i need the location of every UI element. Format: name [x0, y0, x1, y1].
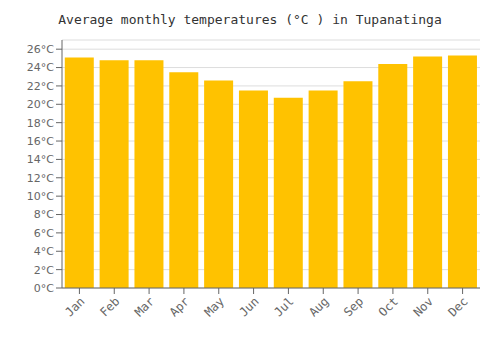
svg-text:0°C: 0°C: [34, 282, 54, 295]
svg-text:26°C: 26°C: [27, 43, 54, 56]
svg-text:22°C: 22°C: [27, 80, 54, 93]
svg-text:Jul: Jul: [271, 294, 296, 319]
svg-text:16°C: 16°C: [27, 135, 54, 148]
svg-text:May: May: [202, 294, 227, 319]
svg-text:20°C: 20°C: [27, 98, 54, 111]
svg-text:Nov: Nov: [411, 294, 436, 319]
svg-text:2°C: 2°C: [34, 264, 54, 277]
svg-text:24°C: 24°C: [27, 61, 54, 74]
svg-text:10°C: 10°C: [27, 190, 54, 203]
html-text:Average monthly temperatures (: Average monthly temperatures (°C ) in Tu…: [58, 12, 442, 27]
svg-text:18°C: 18°C: [27, 117, 54, 130]
svg-text:Feb: Feb: [97, 294, 122, 319]
svg-text:Sep: Sep: [341, 294, 366, 319]
svg-text:Mar: Mar: [132, 294, 157, 319]
svg-text:Jan: Jan: [62, 294, 87, 319]
svg-text:Aug: Aug: [306, 294, 331, 319]
svg-text:12°C: 12°C: [27, 172, 54, 185]
svg-text:Oct: Oct: [376, 294, 401, 319]
svg-text:Jun: Jun: [236, 294, 261, 319]
svg-text:14°C: 14°C: [27, 153, 54, 166]
svg-text:4°C: 4°C: [34, 245, 54, 258]
svg-text:8°C: 8°C: [34, 208, 54, 221]
svg-text:Apr: Apr: [167, 294, 192, 319]
svg-text:6°C: 6°C: [34, 227, 54, 240]
svg-text:Dec: Dec: [445, 294, 470, 319]
